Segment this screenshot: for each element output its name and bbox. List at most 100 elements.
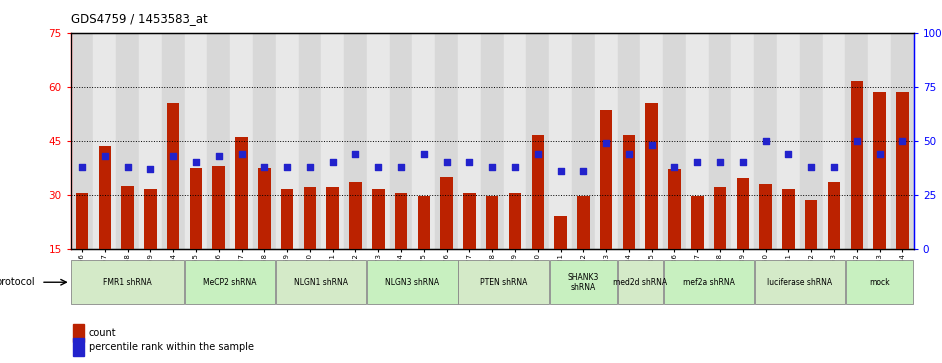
Point bbox=[826, 164, 841, 170]
Point bbox=[508, 164, 523, 170]
Bar bbox=[480, 33, 504, 249]
Bar bbox=[623, 135, 635, 249]
Bar bbox=[372, 189, 384, 249]
Bar bbox=[463, 193, 476, 249]
Bar bbox=[663, 33, 686, 249]
Point bbox=[120, 164, 135, 170]
Bar bbox=[873, 92, 885, 249]
Bar bbox=[122, 185, 134, 249]
Point bbox=[143, 166, 158, 172]
Bar bbox=[230, 33, 253, 249]
Bar bbox=[139, 33, 162, 249]
Point bbox=[348, 151, 363, 156]
Bar bbox=[167, 103, 180, 249]
Bar bbox=[777, 33, 800, 249]
Bar bbox=[73, 338, 84, 356]
Bar bbox=[417, 196, 430, 249]
Point bbox=[371, 164, 386, 170]
Bar bbox=[618, 33, 641, 249]
Bar bbox=[714, 187, 726, 249]
Bar bbox=[869, 33, 891, 249]
Text: mock: mock bbox=[869, 278, 890, 287]
Bar bbox=[645, 103, 658, 249]
Bar bbox=[686, 33, 708, 249]
FancyBboxPatch shape bbox=[755, 260, 845, 304]
Point bbox=[667, 164, 682, 170]
Bar bbox=[891, 33, 914, 249]
FancyBboxPatch shape bbox=[276, 260, 366, 304]
Text: FMR1 shRNA: FMR1 shRNA bbox=[104, 278, 152, 287]
Bar bbox=[413, 33, 435, 249]
Point bbox=[804, 164, 819, 170]
Point bbox=[850, 138, 865, 144]
Bar bbox=[554, 216, 567, 249]
Bar bbox=[737, 179, 749, 249]
Point bbox=[712, 159, 727, 165]
Bar bbox=[782, 189, 795, 249]
Point bbox=[439, 159, 454, 165]
Point bbox=[234, 151, 249, 156]
Point bbox=[690, 159, 705, 165]
Bar bbox=[253, 33, 276, 249]
Point bbox=[462, 159, 477, 165]
Bar bbox=[851, 81, 863, 249]
Point bbox=[302, 164, 317, 170]
Bar bbox=[594, 33, 618, 249]
Bar bbox=[527, 33, 549, 249]
Bar bbox=[207, 33, 230, 249]
Text: NLGN1 shRNA: NLGN1 shRNA bbox=[294, 278, 349, 287]
Bar bbox=[549, 33, 572, 249]
FancyBboxPatch shape bbox=[459, 260, 548, 304]
Bar bbox=[93, 33, 116, 249]
FancyBboxPatch shape bbox=[71, 260, 184, 304]
Text: med2d shRNA: med2d shRNA bbox=[613, 278, 667, 287]
Bar bbox=[162, 33, 185, 249]
Bar bbox=[75, 193, 89, 249]
Bar bbox=[822, 33, 845, 249]
Bar bbox=[349, 182, 362, 249]
Bar bbox=[395, 193, 407, 249]
Bar bbox=[144, 189, 156, 249]
Point bbox=[736, 159, 751, 165]
Bar bbox=[303, 187, 317, 249]
Bar bbox=[390, 33, 413, 249]
Point bbox=[781, 151, 796, 156]
Text: count: count bbox=[89, 327, 117, 338]
Bar bbox=[691, 196, 704, 249]
Bar bbox=[504, 33, 527, 249]
Bar bbox=[486, 196, 498, 249]
Bar bbox=[71, 33, 93, 249]
Bar bbox=[116, 33, 139, 249]
Bar bbox=[509, 193, 521, 249]
Text: mef2a shRNA: mef2a shRNA bbox=[683, 278, 735, 287]
Bar bbox=[800, 33, 822, 249]
Text: protocol: protocol bbox=[0, 277, 35, 287]
Point bbox=[872, 151, 887, 156]
Bar bbox=[668, 170, 681, 249]
Bar bbox=[73, 324, 84, 342]
Bar bbox=[828, 182, 840, 249]
Bar bbox=[572, 33, 594, 249]
Bar bbox=[185, 33, 207, 249]
Bar bbox=[99, 146, 111, 249]
Text: SHANK3
shRNA: SHANK3 shRNA bbox=[568, 273, 599, 292]
Text: MeCP2 shRNA: MeCP2 shRNA bbox=[203, 278, 257, 287]
Point bbox=[416, 151, 431, 156]
Point bbox=[530, 151, 545, 156]
Text: PTEN shRNA: PTEN shRNA bbox=[479, 278, 528, 287]
Point bbox=[895, 138, 910, 144]
Point bbox=[188, 159, 203, 165]
Point bbox=[257, 164, 272, 170]
Bar bbox=[366, 33, 390, 249]
Bar bbox=[258, 168, 270, 249]
Point bbox=[325, 159, 340, 165]
Point bbox=[758, 138, 773, 144]
Bar bbox=[845, 33, 869, 249]
Point bbox=[553, 168, 568, 174]
Bar bbox=[458, 33, 480, 249]
Point bbox=[484, 164, 499, 170]
Point bbox=[622, 151, 637, 156]
Bar bbox=[759, 184, 771, 249]
FancyBboxPatch shape bbox=[846, 260, 914, 304]
Text: GDS4759 / 1453583_at: GDS4759 / 1453583_at bbox=[71, 12, 207, 25]
